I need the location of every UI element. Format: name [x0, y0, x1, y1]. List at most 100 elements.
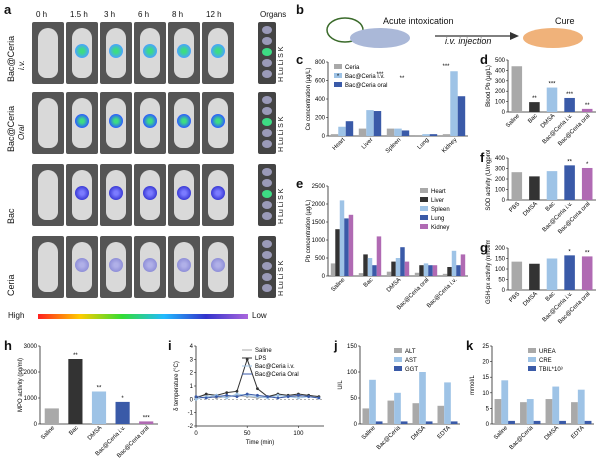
mouse-image [202, 22, 234, 84]
bar [511, 261, 523, 290]
legend-label: Bac@Ceria oral [345, 83, 387, 89]
y-tick-label: 300 [495, 167, 506, 173]
legend-label: ALT [405, 349, 416, 355]
mouse-image [32, 92, 64, 154]
bar [584, 420, 592, 424]
y-tick-label: 2000 [312, 202, 326, 208]
bar [425, 421, 433, 424]
legend-label: TBIL*10³ [539, 367, 563, 373]
bar [520, 402, 527, 424]
x-tick-label: Lung [417, 137, 431, 151]
bar [412, 403, 420, 424]
data-point [266, 395, 270, 399]
legend-label: Liver [431, 198, 444, 204]
y-tick-label: 10 [482, 391, 489, 397]
time-label: 6 h [138, 10, 150, 19]
data-point [245, 357, 249, 361]
mouse-image [32, 22, 64, 84]
y-tick-label: 3 [190, 357, 194, 363]
x-tick-label: PBS [508, 201, 521, 214]
panel-d-letter: d [480, 52, 488, 67]
x-tick-label: 50 [244, 431, 251, 437]
data-point [297, 393, 300, 397]
mouse-image [134, 236, 166, 298]
bar [432, 265, 438, 276]
mouse-image [66, 22, 98, 84]
bar [577, 389, 585, 424]
fluorescence-signal [143, 258, 157, 272]
panel-e-letter: e [296, 176, 304, 191]
x-tick-label: Bac [545, 201, 557, 213]
chart-e: 0 500 1000 1500 2000 2500 Pb concentration (µg… [306, 184, 468, 311]
y-tick-label: 1000 [24, 396, 38, 402]
row-label: Bac [6, 208, 16, 224]
bar [345, 121, 354, 136]
bar [375, 421, 383, 424]
mouse-image [168, 236, 200, 298]
bar [68, 359, 83, 424]
significance-mark: ** [585, 250, 590, 256]
organ-spot [262, 96, 272, 104]
bar [330, 134, 339, 136]
bar [348, 214, 354, 276]
legend-swatch [528, 357, 536, 362]
fluorescence-signal [177, 114, 191, 128]
mouse-image [202, 92, 234, 154]
significance-mark: * [337, 74, 340, 80]
organ-spot [262, 107, 272, 115]
legend-swatch [420, 206, 428, 211]
bar [456, 265, 461, 276]
y-tick-label: 500 [315, 256, 326, 262]
fluorescence-signal [177, 258, 191, 272]
panel-f-letter: f [480, 150, 485, 165]
mouse-silhouette [38, 98, 58, 148]
y-tick-label: 500 [495, 58, 506, 64]
x-tick-label: 100 [293, 431, 304, 437]
bar [559, 420, 566, 424]
y-tick-label: 200 [495, 89, 506, 95]
bar [386, 128, 395, 136]
panel-i-letter: i [168, 338, 172, 353]
y-tick-label: 1000 [312, 238, 326, 244]
cure-label: Cure [555, 16, 575, 26]
bar [414, 272, 420, 276]
mouse-image [100, 22, 132, 84]
bar [367, 258, 373, 276]
panel-a-letter: a [4, 2, 12, 17]
y-tick-label: 1 [190, 384, 194, 390]
data-point [204, 392, 208, 396]
x-tick-label: Saline [40, 425, 57, 442]
legend-swatch [334, 73, 342, 78]
fluorescence-signal [211, 44, 225, 58]
bar [419, 372, 426, 424]
legend-swatch [394, 357, 402, 362]
y-tick-label: 300 [495, 79, 506, 85]
x-tick-label: Bac [527, 113, 539, 125]
bar [391, 261, 396, 276]
legend-label: Heart [431, 189, 446, 195]
x-tick-label: DMSA [544, 425, 561, 442]
legend-label: Ceria [345, 65, 360, 71]
data-point [317, 396, 321, 400]
data-point [235, 389, 239, 393]
y-tick-label: 0 [190, 397, 194, 403]
fluorescence-signal [211, 114, 225, 128]
mouse-silhouette [38, 242, 58, 292]
y-tick-label: 150 [347, 344, 358, 350]
legend-swatch [420, 215, 428, 220]
fluorescence-signal [177, 44, 191, 58]
bar [386, 271, 392, 276]
organ-spot [262, 26, 272, 34]
organ-spot [262, 168, 272, 176]
y-tick-label: 50 [350, 396, 357, 402]
data-point [225, 393, 229, 397]
y-tick-label: 100 [495, 100, 506, 106]
legend-label: LPS [255, 356, 266, 362]
bar [581, 256, 593, 290]
significance-mark: *** [442, 64, 450, 70]
y-axis-label: Ce concentration (µg/L) [306, 68, 312, 131]
x-tick-label: Bac@Ceria oral [557, 291, 591, 325]
bar [581, 108, 593, 112]
